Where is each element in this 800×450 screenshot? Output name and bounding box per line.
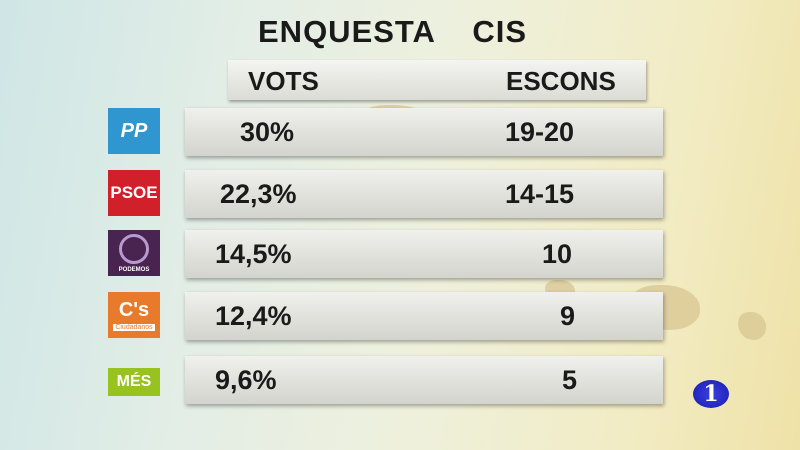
votes-header: VOTS bbox=[248, 66, 319, 96]
party-logo-text: PP bbox=[120, 119, 148, 142]
table-row: 14,5% 10 bbox=[185, 230, 663, 278]
party-logo-ciudadanos: C's Ciudadanos bbox=[108, 292, 160, 338]
title: ENQUESTA CIS bbox=[258, 14, 528, 49]
party-logo-pp: PP bbox=[108, 108, 160, 154]
party-name: Ciudadanos bbox=[113, 324, 155, 331]
table-row: 9,6% 5 bbox=[185, 356, 663, 404]
party-logo-text: PODEMOS bbox=[118, 266, 150, 273]
votes-value: 14,5% bbox=[215, 239, 292, 269]
party-logo-més: MÉS bbox=[108, 368, 160, 396]
table-row: 30% 19-20 bbox=[185, 108, 663, 156]
seats-value: 14-15 bbox=[505, 179, 575, 209]
party-logo-text: C's bbox=[118, 299, 150, 321]
column-header: VOTS ESCONS bbox=[228, 60, 646, 100]
seats-value: 9 bbox=[560, 301, 576, 331]
table-row: 22,3% 14-15 bbox=[185, 170, 663, 218]
votes-value: 22,3% bbox=[220, 179, 297, 209]
votes-value: 12,4% bbox=[215, 301, 292, 331]
party-logo-text: MÉS bbox=[116, 373, 152, 390]
seats-value: 10 bbox=[542, 239, 573, 269]
seats-header: ESCONS bbox=[506, 66, 616, 96]
votes-value: 9,6% bbox=[215, 365, 277, 395]
seats-value: 19-20 bbox=[505, 117, 575, 147]
table-row: 12,4% 9 bbox=[185, 292, 663, 340]
tve-channel-logo: 1 bbox=[693, 380, 729, 408]
votes-value: 30% bbox=[240, 117, 295, 147]
seats-value: 5 bbox=[562, 365, 578, 395]
party-logo-text: PSOE bbox=[110, 183, 158, 202]
party-logo-podemos: PODEMOS bbox=[108, 230, 160, 276]
party-logo-psoe: PSOE bbox=[108, 170, 160, 216]
